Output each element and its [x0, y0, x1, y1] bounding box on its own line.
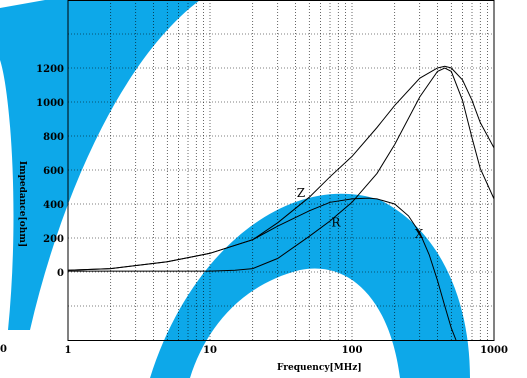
y-tick-label: 600 [43, 166, 64, 177]
plot-frame [67, 0, 495, 341]
y-tick-label: 800 [43, 132, 64, 143]
x-axis-tick-labels: 1 10 100 1000 [65, 345, 508, 356]
y-tick-label: 200 [43, 234, 64, 245]
x-tick-label: 1 [65, 345, 72, 356]
y-tick-label: 400 [43, 200, 64, 211]
y-axis-title: Impedance[ohm] [17, 161, 27, 247]
x-axis-title: Frequency[MHz] [277, 363, 362, 373]
series-label-x: X [415, 227, 424, 241]
decoration-swoosh-lower [150, 193, 470, 378]
series-layer: Z R X [68, 65, 494, 340]
y-tick-label: 1000 [36, 98, 64, 109]
series-label-r: R [331, 215, 341, 229]
series-line-r [68, 67, 494, 272]
series-line-x [68, 197, 457, 340]
x-tick-label: 1000 [480, 345, 508, 356]
background-decoration [0, 0, 470, 378]
grid-lines [68, 0, 494, 340]
y-tick-label: 0 [57, 268, 64, 279]
x-tick-label: 100 [342, 345, 363, 356]
y-tick-label: 1200 [36, 64, 64, 75]
corner-label: 0 [0, 344, 7, 355]
y-axis-tick-labels: 0 200 400 600 800 1000 1200 [36, 64, 64, 279]
decoration-swoosh-upper [0, 0, 200, 330]
series-label-z: Z [297, 186, 305, 200]
x-tick-label: 10 [203, 345, 217, 356]
